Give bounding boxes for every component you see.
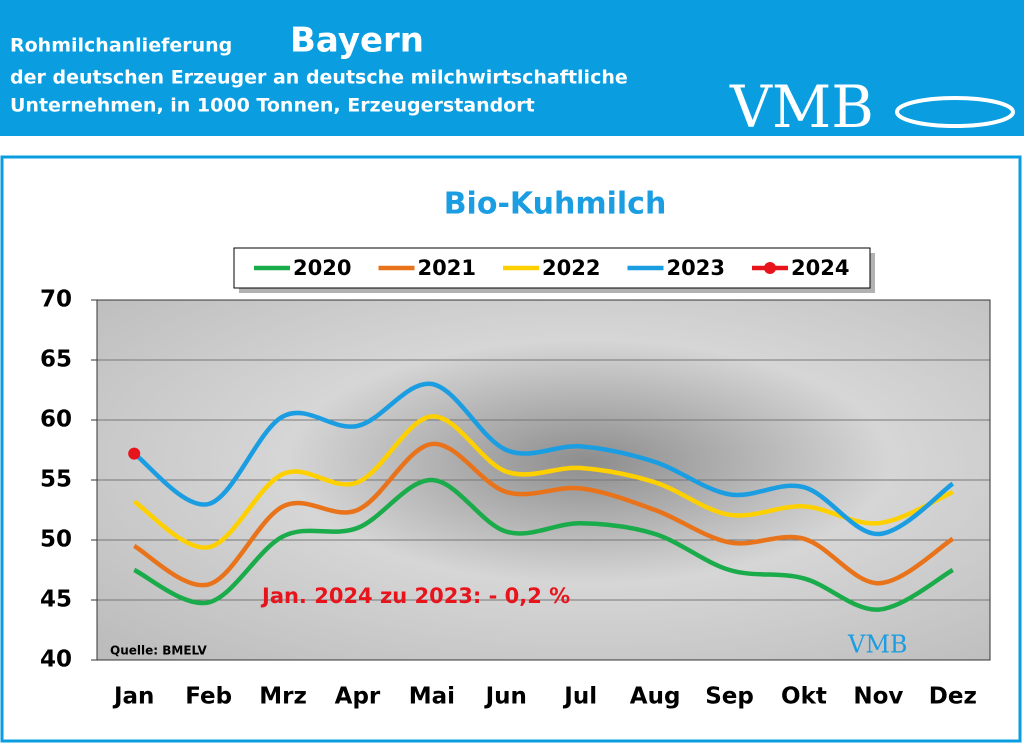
legend-label: 2021 bbox=[418, 256, 476, 280]
y-tick-label: 60 bbox=[40, 407, 72, 433]
x-tick-label: Jun bbox=[484, 684, 527, 710]
header-subtitle: der deutschen Erzeuger an deutsche milch… bbox=[10, 67, 628, 89]
legend-label: 2024 bbox=[791, 256, 849, 280]
header-title: Rohmilchanlieferung bbox=[10, 35, 232, 57]
header-subtitle: Unternehmen, in 1000 Tonnen, Erzeugersta… bbox=[10, 95, 535, 117]
y-tick-label: 70 bbox=[40, 287, 72, 313]
logo-swirl bbox=[895, 96, 1015, 128]
x-tick-label: Mrz bbox=[259, 684, 307, 710]
point-marker bbox=[128, 447, 141, 460]
legend-label: 2023 bbox=[667, 256, 725, 280]
x-tick-label: Sep bbox=[705, 684, 754, 710]
chart-title: Bio-Kuhmilch bbox=[444, 187, 667, 222]
y-tick-label: 50 bbox=[40, 527, 72, 553]
watermark-logo: VMB bbox=[847, 631, 908, 659]
header-band bbox=[0, 0, 1024, 136]
plot-border bbox=[96, 299, 991, 661]
source: Quelle: BMELV bbox=[110, 644, 208, 658]
x-tick-label: Nov bbox=[853, 684, 903, 710]
y-tick-label: 40 bbox=[40, 647, 72, 673]
logo: VMB bbox=[729, 73, 874, 141]
x-tick-label: Apr bbox=[335, 684, 381, 710]
x-tick-label: Dez bbox=[929, 684, 977, 710]
x-tick-label: Aug bbox=[630, 684, 681, 710]
y-tick-label: 65 bbox=[40, 347, 72, 373]
x-tick-label: Okt bbox=[781, 684, 827, 710]
x-tick-label: Mai bbox=[409, 684, 455, 710]
y-tick-label: 45 bbox=[40, 587, 72, 613]
legend-label: 2020 bbox=[293, 256, 351, 280]
series-line bbox=[133, 477, 954, 612]
legend-label: 2022 bbox=[542, 256, 600, 280]
series-line bbox=[132, 381, 955, 537]
header-region: Bayern bbox=[290, 21, 424, 61]
annotation: Jan. 2024 zu 2023: - 0,2 % bbox=[260, 584, 570, 608]
series-line bbox=[132, 414, 954, 550]
series-line bbox=[133, 441, 955, 588]
x-tick-label: Feb bbox=[185, 684, 232, 710]
y-tick-label: 55 bbox=[40, 467, 72, 493]
legend-marker bbox=[764, 262, 776, 274]
x-tick-label: Jan bbox=[112, 684, 154, 710]
x-tick-label: Jul bbox=[562, 684, 597, 710]
